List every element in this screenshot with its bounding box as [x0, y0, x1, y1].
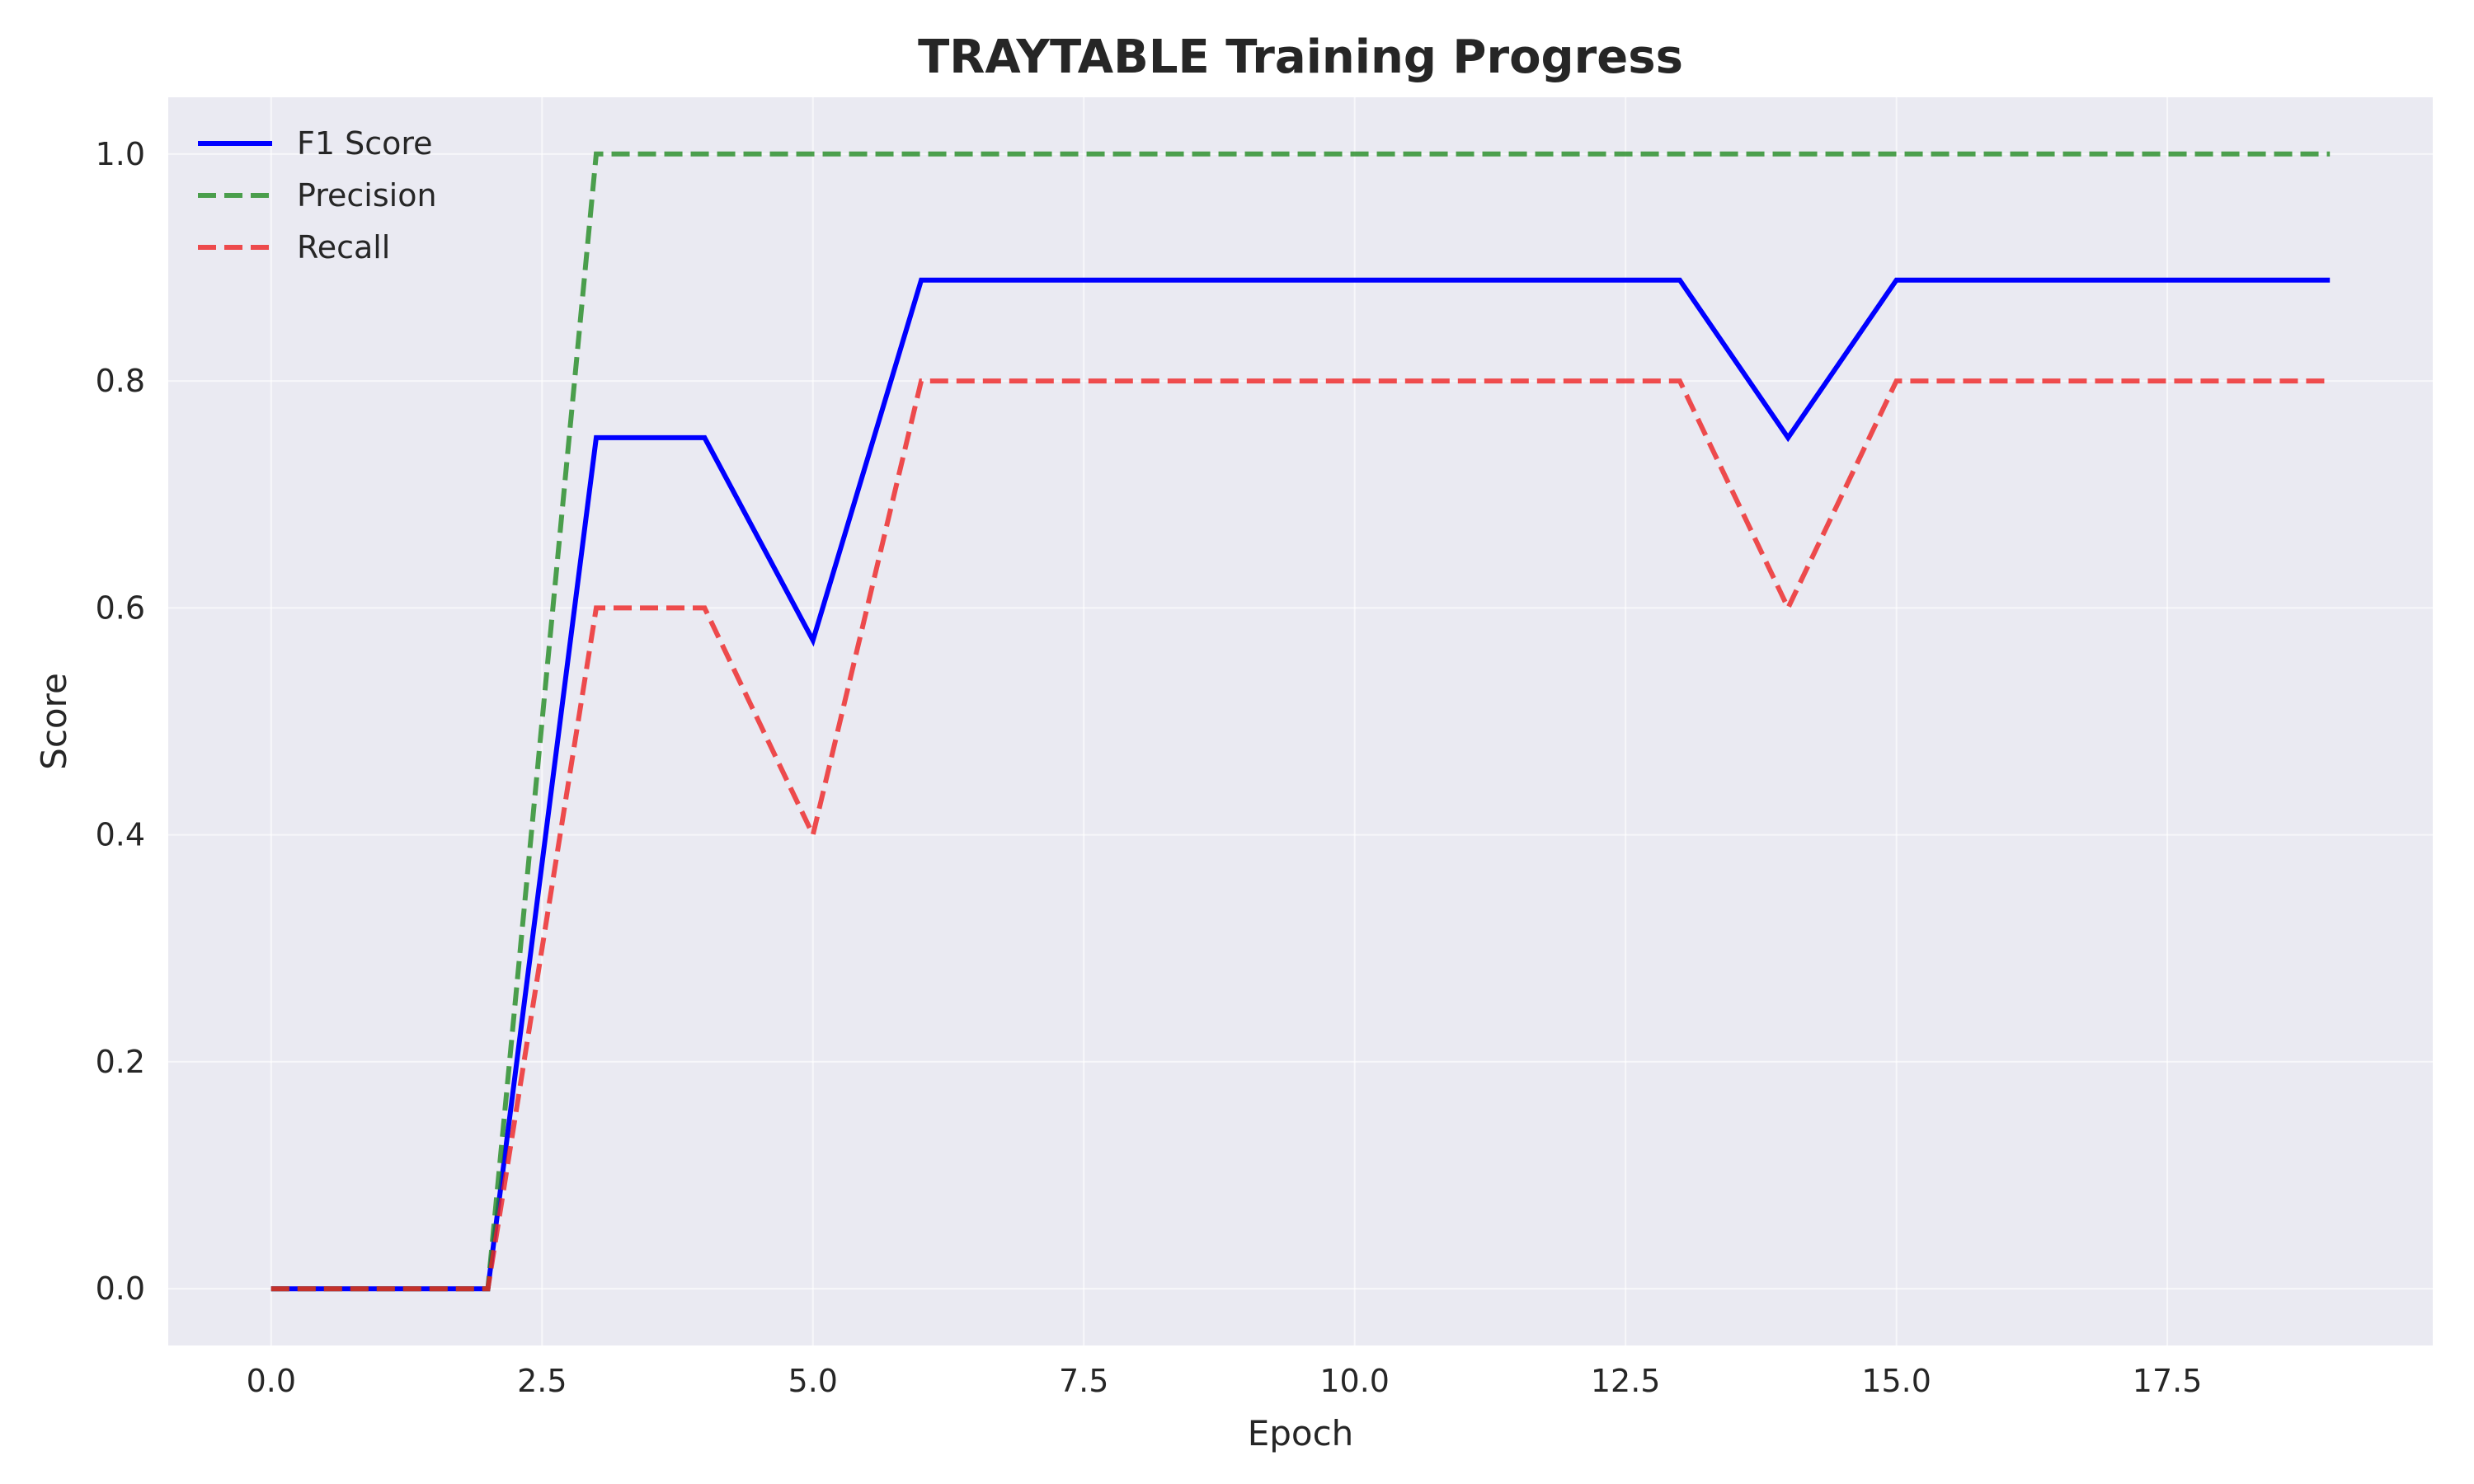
- y-tick-label: 0.2: [96, 1044, 145, 1080]
- x-tick-label: 0.0: [247, 1363, 296, 1399]
- legend-label: F1 Score: [297, 125, 433, 162]
- y-tick-label: 0.0: [96, 1270, 145, 1307]
- series-line-recall: [270, 378, 2331, 1292]
- grid: [168, 97, 2433, 1345]
- x-tick-label: 10.0: [1319, 1363, 1390, 1399]
- x-tick-label: 12.5: [1591, 1363, 1661, 1399]
- series-line-f1-score: [270, 277, 2331, 1292]
- plot-area: [168, 97, 2433, 1345]
- x-tick-label: 15.0: [1861, 1363, 1931, 1399]
- x-axis-label: Epoch: [1248, 1413, 1354, 1453]
- axis-ticks: 0.0 2.5 5.0 7.5 10.0 12.5 15.0 17.5 0.0 0.2 0.4 0.6…: [96, 136, 2203, 1399]
- y-axis-label: Score: [34, 673, 74, 770]
- series-line-precision: [270, 151, 2331, 1292]
- y-tick-label: 0.8: [96, 363, 145, 399]
- legend-label: Precision: [297, 177, 437, 214]
- y-tick-label: 0.6: [96, 589, 145, 626]
- chart-title: TRAYTABLE Training Progress: [918, 31, 1683, 84]
- series-lines: [270, 151, 2331, 1292]
- y-tick-label: 1.0: [96, 136, 145, 172]
- x-tick-label: 5.0: [788, 1363, 838, 1399]
- legend-label: Recall: [297, 229, 390, 265]
- legend: F1 Score Precision Recall: [198, 125, 437, 265]
- x-tick-label: 2.5: [517, 1363, 567, 1399]
- x-tick-label: 17.5: [2133, 1363, 2203, 1399]
- x-tick-label: 7.5: [1059, 1363, 1108, 1399]
- y-tick-label: 0.4: [96, 817, 145, 853]
